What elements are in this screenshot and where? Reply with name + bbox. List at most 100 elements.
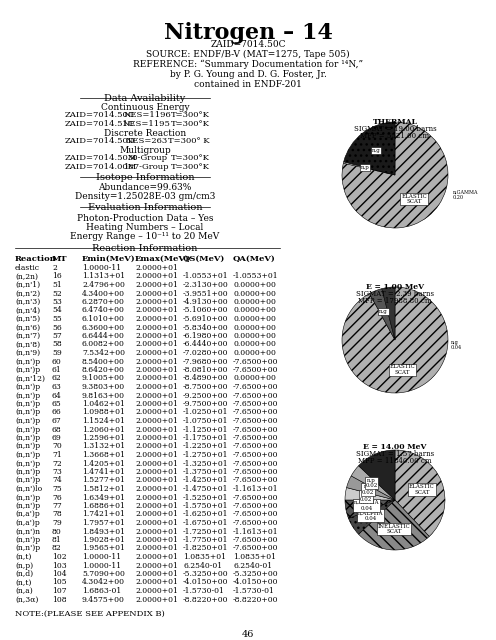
Text: -7.6500+00: -7.6500+00	[233, 451, 278, 459]
Text: Energy Range – 10⁻¹¹ to 20 MeV: Energy Range – 10⁻¹¹ to 20 MeV	[70, 232, 220, 241]
Text: 68: 68	[52, 426, 62, 433]
Text: SIGMAT = 2.39 barns: SIGMAT = 2.39 barns	[356, 290, 434, 298]
Text: MFP = 11840.00 cm: MFP = 11840.00 cm	[358, 457, 432, 465]
Text: 2.0000+01: 2.0000+01	[135, 493, 178, 502]
Text: 1.2060+01: 1.2060+01	[82, 426, 125, 433]
Wedge shape	[359, 500, 429, 550]
Text: 62: 62	[52, 374, 62, 383]
Text: ZAID=7014.00M: ZAID=7014.00M	[65, 163, 137, 171]
Text: 2.0000+01: 2.0000+01	[135, 400, 178, 408]
Wedge shape	[344, 122, 395, 175]
Text: 61: 61	[52, 366, 62, 374]
Text: (n,n')lo: (n,n')lo	[15, 485, 42, 493]
Text: -6.1980+00: -6.1980+00	[183, 332, 229, 340]
Text: -1.1613+01: -1.1613+01	[233, 527, 279, 536]
Text: NOTE:(PLEASE SEE APPENDIX B): NOTE:(PLEASE SEE APPENDIX B)	[15, 610, 165, 618]
Text: n,p: n,p	[361, 165, 370, 170]
Text: 2.0000+01: 2.0000+01	[135, 468, 178, 476]
Text: 6.3600+00: 6.3600+00	[82, 323, 125, 332]
Text: QA(MeV): QA(MeV)	[233, 255, 276, 263]
Text: 0.0000+00: 0.0000+00	[233, 298, 276, 306]
Text: (n,n')p: (n,n')p	[15, 477, 40, 484]
Text: 57: 57	[52, 332, 62, 340]
Text: 1.9565+01: 1.9565+01	[82, 545, 125, 552]
Text: (n,n')p: (n,n')p	[15, 434, 40, 442]
Text: 2.0000+01: 2.0000+01	[135, 358, 178, 365]
Text: INELASTIC
SCAT: INELASTIC SCAT	[378, 524, 411, 534]
Text: -5.1060+00: -5.1060+00	[183, 307, 229, 314]
Text: 1.0000-11: 1.0000-11	[82, 264, 121, 272]
Text: E = 1.00 MeV: E = 1.00 MeV	[366, 283, 424, 291]
Text: (n,a')p: (n,a')p	[15, 511, 40, 518]
Text: (n,t): (n,t)	[15, 553, 31, 561]
Text: (n,n'4): (n,n'4)	[15, 307, 40, 314]
Text: (n,n'3): (n,n'3)	[15, 298, 40, 306]
Text: -7.6500+00: -7.6500+00	[233, 493, 278, 502]
Text: -8.0810+00: -8.0810+00	[183, 366, 229, 374]
Text: 6.6444+00: 6.6444+00	[82, 332, 125, 340]
Text: -1.0553+01: -1.0553+01	[183, 273, 229, 280]
Text: (n,n')p: (n,n')p	[15, 366, 40, 374]
Text: (n,n'5): (n,n'5)	[15, 315, 40, 323]
Text: -5.3250+00: -5.3250+00	[233, 570, 279, 578]
Text: 1.0462+01: 1.0462+01	[82, 400, 125, 408]
Text: by P. G. Young and D. G. Foster, Jr.: by P. G. Young and D. G. Foster, Jr.	[170, 70, 326, 79]
Text: -7.6500+00: -7.6500+00	[233, 502, 278, 510]
Text: -7.6500+00: -7.6500+00	[233, 408, 278, 417]
Text: -1.0553+01: -1.0553+01	[233, 273, 279, 280]
Text: (n,n')p: (n,n')p	[15, 426, 40, 433]
Text: (n,n')p: (n,n')p	[15, 400, 40, 408]
Text: (n,n')p: (n,n')p	[15, 493, 40, 502]
Text: 53: 53	[52, 298, 62, 306]
Text: (n,n')p: (n,n')p	[15, 392, 40, 399]
Text: (n,d): (n,d)	[15, 570, 33, 578]
Text: 2.0000+01: 2.0000+01	[135, 587, 178, 595]
Text: -8.8220+00: -8.8220+00	[183, 595, 229, 604]
Text: 6.2540-01: 6.2540-01	[183, 561, 222, 570]
Text: 16: 16	[52, 273, 62, 280]
Text: 103: 103	[52, 561, 67, 570]
Text: 58: 58	[52, 340, 62, 349]
Text: 2.0000+01: 2.0000+01	[135, 408, 178, 417]
Text: 1.9028+01: 1.9028+01	[82, 536, 125, 544]
Text: Evaluation Information: Evaluation Information	[88, 203, 202, 212]
Text: (n,n')p: (n,n')p	[15, 536, 40, 544]
Text: -1.1750+01: -1.1750+01	[183, 434, 229, 442]
Text: 0.0000+00: 0.0000+00	[233, 281, 276, 289]
Text: 55: 55	[52, 315, 62, 323]
Text: 65: 65	[52, 400, 62, 408]
Text: 46: 46	[242, 630, 254, 639]
Text: -2.3130+00: -2.3130+00	[183, 281, 229, 289]
Text: -7.6500+00: -7.6500+00	[233, 536, 278, 544]
Text: 52: 52	[52, 289, 62, 298]
Text: NES=1195: NES=1195	[123, 120, 171, 128]
Text: 70: 70	[52, 442, 62, 451]
Text: -1.3250+01: -1.3250+01	[183, 460, 229, 467]
Wedge shape	[345, 488, 395, 500]
Text: -1.6250+01: -1.6250+01	[183, 511, 229, 518]
Text: 1.3668+01: 1.3668+01	[82, 451, 125, 459]
Text: 2.0000+01: 2.0000+01	[135, 442, 178, 451]
Text: 2.0000+01: 2.0000+01	[135, 511, 178, 518]
Text: Continuous Energy: Continuous Energy	[101, 103, 189, 112]
Text: -1.1613+01: -1.1613+01	[233, 485, 279, 493]
Text: 1.5277+01: 1.5277+01	[82, 477, 125, 484]
Text: -1.2250+01: -1.2250+01	[183, 442, 229, 451]
Text: n,GAMMA
0.20: n,GAMMA 0.20	[453, 189, 479, 200]
Text: 4.3042+00: 4.3042+00	[82, 579, 125, 586]
Text: -7.6500+00: -7.6500+00	[233, 383, 278, 391]
Text: 2.0000+01: 2.0000+01	[135, 273, 178, 280]
Text: 1.6349+01: 1.6349+01	[82, 493, 125, 502]
Text: 2.0000+01: 2.0000+01	[135, 264, 178, 272]
Text: 2.0000+01: 2.0000+01	[135, 451, 178, 459]
Text: 2.0000+01: 2.0000+01	[135, 374, 178, 383]
Text: -4.0150+00: -4.0150+00	[183, 579, 229, 586]
Text: 81: 81	[52, 536, 62, 544]
Text: -1.5250+01: -1.5250+01	[183, 493, 229, 502]
Text: 79: 79	[52, 519, 62, 527]
Text: (n,n')p: (n,n')p	[15, 358, 40, 365]
Text: 2.0000+01: 2.0000+01	[135, 579, 178, 586]
Text: elastic: elastic	[15, 264, 40, 272]
Text: T=300°K: T=300°K	[171, 163, 210, 171]
Text: Multigroup: Multigroup	[119, 146, 171, 155]
